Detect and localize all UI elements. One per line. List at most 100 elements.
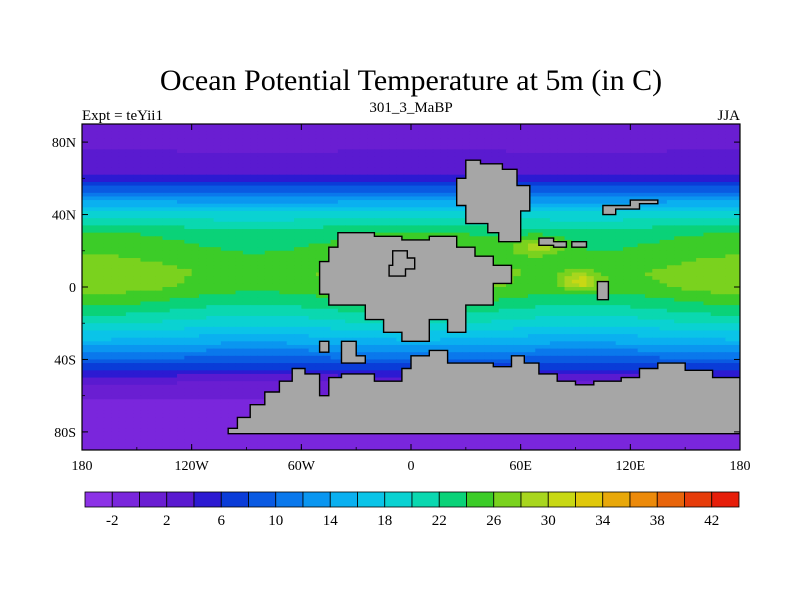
field-cell: [330, 178, 339, 183]
field-cell: [703, 189, 712, 194]
field-cell: [177, 258, 185, 263]
field-cell: [155, 239, 164, 245]
field-cell: [133, 315, 142, 321]
field-cell: [652, 276, 661, 281]
field-cell: [725, 232, 734, 237]
field-cell: [527, 287, 536, 292]
field-cell: [491, 283, 500, 288]
field-cell: [520, 254, 529, 259]
field-cell: [564, 301, 573, 306]
field-cell: [374, 171, 383, 176]
field-cell: [155, 134, 164, 140]
field-cell: [557, 203, 566, 208]
field-cell: [147, 279, 156, 284]
field-cell: [571, 131, 580, 136]
field-cell: [542, 276, 551, 281]
field-cell: [571, 312, 580, 317]
field-cell: [454, 149, 463, 154]
field-cell: [608, 247, 617, 252]
field-cell: [630, 276, 639, 281]
field-cell: [520, 247, 529, 252]
field-cell: [206, 323, 215, 328]
field-cell: [542, 254, 551, 259]
field-cell: [308, 185, 317, 190]
field-cell: [206, 124, 215, 129]
field-cell: [579, 225, 588, 230]
field-cell: [732, 272, 740, 277]
field-cell: [425, 200, 434, 205]
field-cell: [593, 218, 602, 223]
field-cell: [703, 127, 712, 132]
field-cell: [652, 127, 661, 132]
field-cell: [111, 174, 120, 179]
field-cell: [710, 308, 719, 313]
field-cell: [571, 290, 580, 295]
field-cell: [542, 279, 551, 284]
field-cell: [125, 145, 134, 150]
field-cell: [294, 243, 302, 248]
field-cell: [294, 276, 302, 281]
field-cell: [111, 287, 120, 292]
field-cell: [89, 156, 98, 161]
field-cell: [681, 192, 690, 198]
field-cell: [396, 200, 405, 205]
field-cell: [228, 232, 237, 237]
field-cell: [615, 283, 624, 288]
field-cell: [513, 308, 522, 313]
field-cell: [615, 160, 624, 165]
field-cell: [454, 167, 463, 172]
field-cell: [586, 167, 595, 172]
field-cell: [89, 232, 98, 237]
field-cell: [498, 142, 507, 147]
field-cell: [520, 236, 529, 241]
field-cell: [213, 308, 222, 313]
field-cell: [235, 283, 244, 288]
field-cell: [242, 308, 251, 313]
field-cell: [155, 207, 164, 212]
field-cell: [264, 207, 273, 212]
field-cell: [571, 229, 580, 234]
field-cell: [571, 221, 580, 227]
field-cell: [286, 145, 295, 150]
field-cell: [279, 272, 288, 277]
field-cell: [198, 131, 207, 136]
field-cell: [206, 319, 215, 324]
field-cell: [681, 200, 690, 205]
field-cell: [396, 207, 405, 212]
field-cell: [330, 171, 339, 176]
field-cell: [133, 265, 142, 270]
field-cell: [82, 283, 90, 288]
field-cell: [703, 156, 712, 161]
field-cell: [710, 319, 719, 324]
field-cell: [308, 200, 317, 205]
field-cell: [103, 142, 112, 147]
field-cell: [615, 265, 624, 270]
field-cell: [498, 250, 507, 255]
field-cell: [381, 229, 390, 234]
field-cell: [257, 196, 266, 201]
field-cell: [630, 192, 639, 198]
field-cell: [323, 181, 332, 187]
field-cell: [688, 142, 697, 147]
field-cell: [206, 276, 215, 281]
field-cell: [89, 138, 98, 143]
field-cell: [162, 276, 171, 281]
field-cell: [688, 236, 697, 241]
field-cell: [191, 181, 200, 187]
field-cell: [520, 301, 529, 306]
field-cell: [484, 131, 493, 136]
field-cell: [396, 149, 405, 154]
field-cell: [630, 279, 639, 284]
field-cell: [411, 178, 419, 183]
field-cell: [213, 200, 222, 205]
field-cell: [498, 131, 507, 136]
field-cell: [250, 312, 259, 317]
field-cell: [484, 236, 493, 241]
field-cell: [301, 290, 310, 295]
field-cell: [177, 232, 185, 237]
field-cell: [696, 142, 705, 147]
field-cell: [484, 145, 493, 150]
field-cell: [220, 149, 229, 154]
field-cell: [674, 279, 683, 284]
field-cell: [228, 225, 237, 230]
